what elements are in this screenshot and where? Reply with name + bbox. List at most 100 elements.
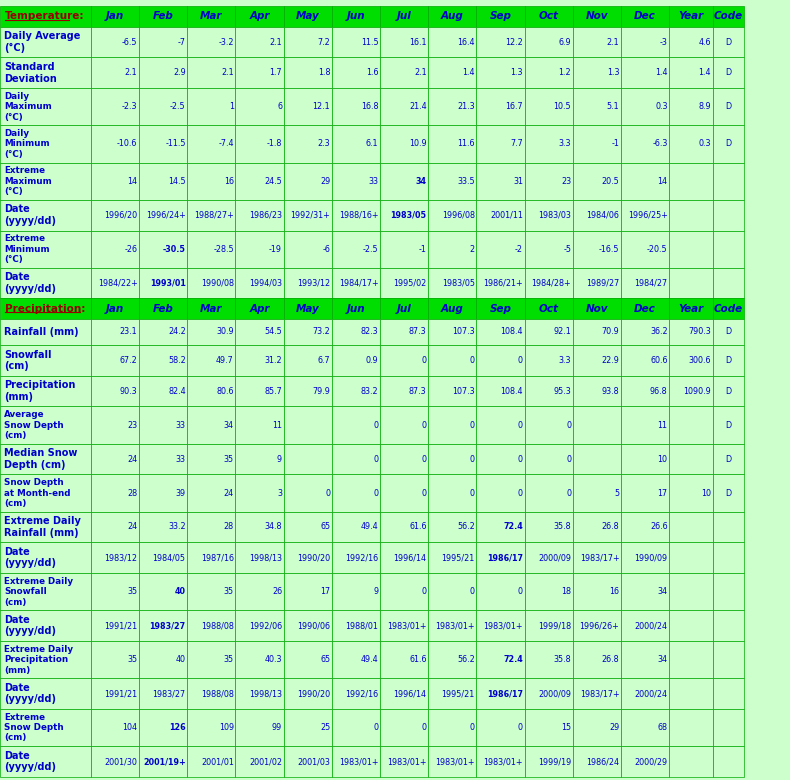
Bar — [0, 512, 91, 542]
Bar — [573, 231, 621, 268]
Bar — [91, 88, 139, 126]
Text: 83.2: 83.2 — [361, 387, 378, 395]
Text: 1989/27: 1989/27 — [586, 278, 619, 288]
Bar — [187, 709, 235, 746]
Text: 82.4: 82.4 — [168, 387, 186, 395]
Text: 0: 0 — [422, 356, 427, 365]
Bar — [621, 58, 669, 88]
Bar — [187, 641, 235, 679]
Text: 35.8: 35.8 — [554, 523, 571, 531]
Text: 0: 0 — [422, 455, 427, 463]
Bar — [621, 474, 669, 512]
Text: 28: 28 — [224, 523, 234, 531]
Text: 23.1: 23.1 — [120, 328, 137, 336]
Bar — [380, 610, 428, 641]
Text: 1986/21+: 1986/21+ — [483, 278, 523, 288]
Bar — [91, 746, 139, 777]
Text: D: D — [725, 420, 732, 430]
Bar — [0, 679, 91, 709]
Bar — [476, 709, 525, 746]
Text: 35: 35 — [224, 455, 234, 463]
Bar — [332, 162, 380, 200]
Bar — [669, 610, 713, 641]
Text: 29: 29 — [320, 177, 330, 186]
Bar — [573, 406, 621, 444]
Text: Date
(yyyy/dd): Date (yyyy/dd) — [4, 615, 56, 636]
Bar — [332, 542, 380, 573]
Text: 14.5: 14.5 — [168, 177, 186, 186]
Text: -7.4: -7.4 — [218, 140, 234, 148]
Text: 1990/20: 1990/20 — [297, 553, 330, 562]
Text: Precipitation
(mm): Precipitation (mm) — [4, 381, 75, 402]
Bar — [284, 162, 332, 200]
Bar — [332, 58, 380, 88]
Bar — [380, 444, 428, 474]
Text: 0: 0 — [518, 587, 523, 596]
Bar — [284, 746, 332, 777]
Text: 87.3: 87.3 — [409, 387, 427, 395]
Text: 10: 10 — [657, 455, 668, 463]
Bar — [476, 299, 525, 319]
Bar — [573, 542, 621, 573]
Bar — [284, 474, 332, 512]
Bar — [713, 746, 744, 777]
Bar — [0, 126, 91, 162]
Text: Oct: Oct — [539, 12, 559, 22]
Text: Jul: Jul — [397, 12, 412, 22]
Bar — [669, 88, 713, 126]
Bar — [332, 641, 380, 679]
Bar — [187, 512, 235, 542]
Bar — [91, 58, 139, 88]
Bar — [0, 162, 91, 200]
Bar — [139, 746, 187, 777]
Text: May: May — [295, 303, 320, 314]
Bar — [713, 474, 744, 512]
Text: 1983/05: 1983/05 — [442, 278, 475, 288]
Bar — [91, 345, 139, 376]
Bar — [284, 126, 332, 162]
Text: Sep: Sep — [490, 303, 511, 314]
Bar — [235, 6, 284, 27]
Text: 18: 18 — [561, 587, 571, 596]
Bar — [139, 200, 187, 231]
Text: Nov: Nov — [585, 303, 608, 314]
Text: 1987/16: 1987/16 — [201, 553, 234, 562]
Text: 72.4: 72.4 — [503, 655, 523, 664]
Text: Jun: Jun — [347, 12, 365, 22]
Text: 49.4: 49.4 — [361, 655, 378, 664]
Text: 35.8: 35.8 — [554, 655, 571, 664]
Text: 33: 33 — [368, 177, 378, 186]
Text: 65: 65 — [320, 523, 330, 531]
Text: 0: 0 — [422, 488, 427, 498]
Bar — [525, 444, 573, 474]
Text: 1996/25+: 1996/25+ — [628, 211, 668, 220]
Text: D: D — [725, 37, 732, 47]
Bar — [428, 444, 476, 474]
Bar — [669, 573, 713, 610]
Text: 1990/06: 1990/06 — [297, 621, 330, 630]
Text: 0: 0 — [422, 420, 427, 430]
Text: 3.3: 3.3 — [559, 140, 571, 148]
Bar — [713, 58, 744, 88]
Text: 2000/09: 2000/09 — [538, 689, 571, 698]
Text: 1993/12: 1993/12 — [297, 278, 330, 288]
Text: 1988/08: 1988/08 — [201, 689, 234, 698]
Bar — [428, 126, 476, 162]
Text: 35: 35 — [127, 587, 137, 596]
Text: 5.1: 5.1 — [607, 102, 619, 112]
Bar — [187, 610, 235, 641]
Text: 28: 28 — [127, 488, 137, 498]
Text: 82.3: 82.3 — [361, 328, 378, 336]
Text: 107.3: 107.3 — [452, 387, 475, 395]
Bar — [573, 200, 621, 231]
Bar — [235, 709, 284, 746]
Bar — [91, 512, 139, 542]
Text: 2001/11: 2001/11 — [490, 211, 523, 220]
Text: Date
(yyyy/dd): Date (yyyy/dd) — [4, 750, 56, 772]
Bar — [573, 162, 621, 200]
Bar — [525, 406, 573, 444]
Text: -30.5: -30.5 — [163, 245, 186, 254]
Text: 31: 31 — [513, 177, 523, 186]
Text: Daily
Maximum
(°C): Daily Maximum (°C) — [4, 92, 51, 122]
Bar — [91, 376, 139, 406]
